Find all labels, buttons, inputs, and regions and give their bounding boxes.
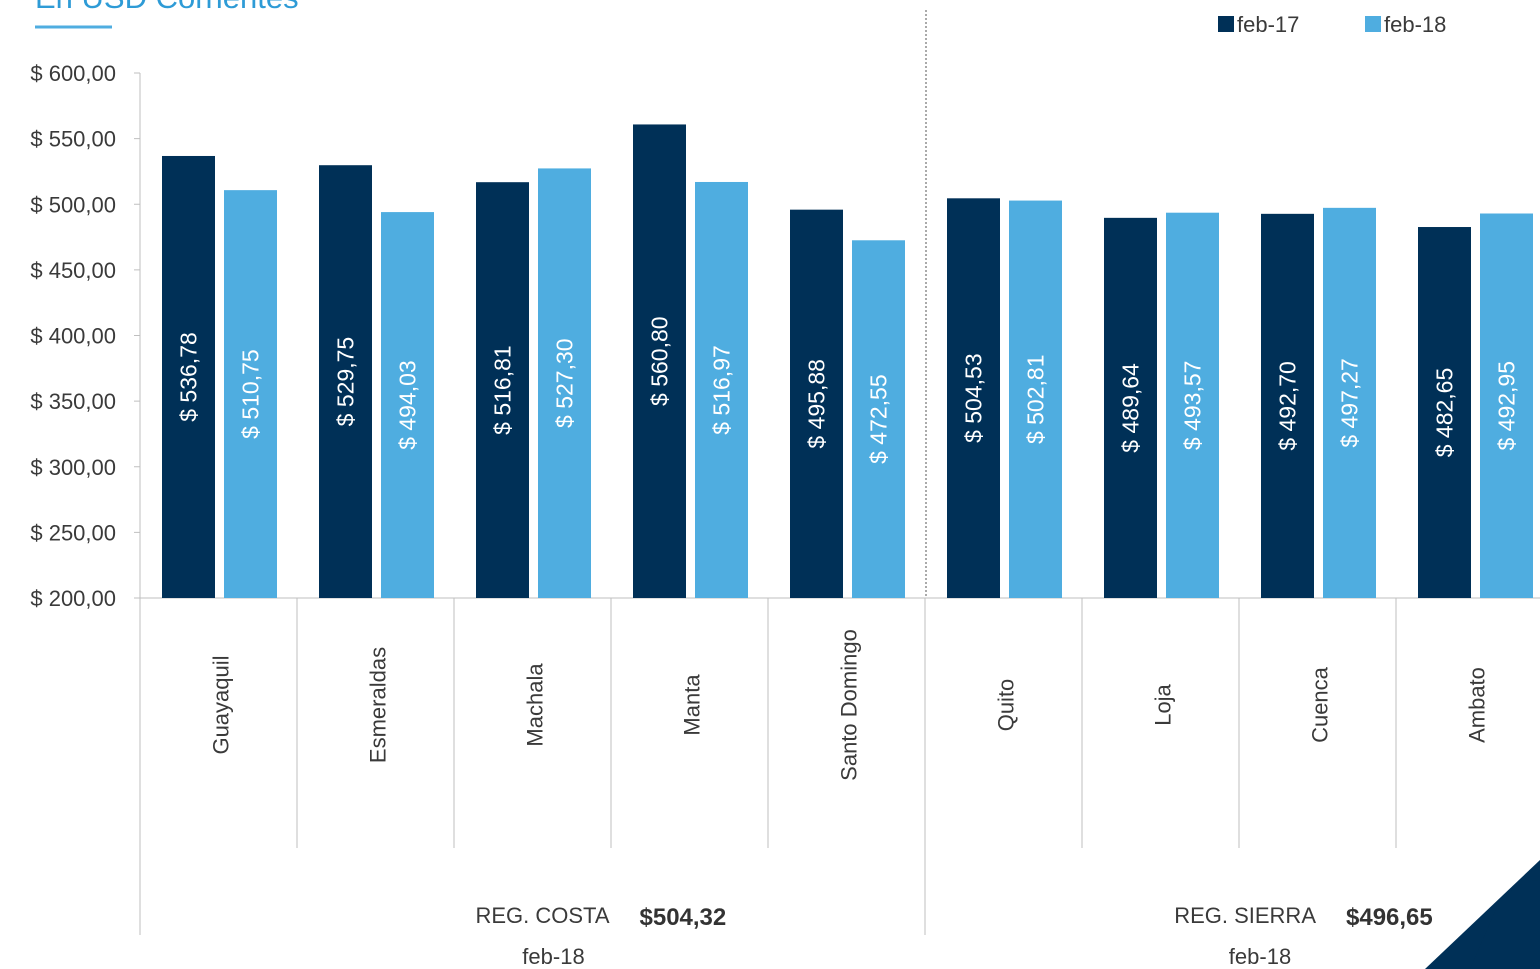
value-label: $ 529,75 (333, 337, 359, 427)
bar (1418, 227, 1471, 598)
value-label: $ 502,81 (1023, 355, 1049, 445)
x-tick-label: Manta (680, 674, 705, 736)
x-tick-label: Quito (994, 679, 1019, 732)
value-label: $ 494,03 (395, 360, 421, 450)
bar (695, 181, 748, 598)
y-tick-label: $ 400,00 (30, 324, 116, 349)
x-tick-label: Loja (1151, 683, 1176, 725)
bar (852, 240, 905, 598)
y-tick-label: $ 200,00 (30, 586, 116, 611)
bar (476, 182, 529, 598)
y-tick-label: $ 350,00 (30, 389, 116, 414)
x-tick-label: Cuenca (1308, 666, 1333, 743)
legend-swatch (1218, 16, 1234, 32)
group-label: REG. SIERRA (1174, 903, 1316, 928)
bar (633, 124, 686, 598)
y-tick-label: $ 500,00 (30, 192, 116, 217)
x-tick-label: Esmeraldas (366, 647, 391, 763)
legend-swatch (1365, 16, 1381, 32)
x-tick-label: Ambato (1465, 667, 1490, 743)
x-tick-label: Machala (523, 663, 548, 747)
y-tick-label: $ 450,00 (30, 258, 116, 283)
value-label: $ 516,97 (709, 345, 735, 435)
bar (1480, 213, 1533, 599)
value-label: $ 510,75 (238, 349, 264, 439)
x-tick-label: Guayaquil (209, 655, 234, 754)
y-tick-label: $ 550,00 (30, 127, 116, 152)
chart-subtitle: En USD Corrientes (35, 0, 299, 15)
bar (381, 212, 434, 598)
y-tick-label: $ 250,00 (30, 520, 116, 545)
value-label: $ 493,57 (1180, 361, 1206, 451)
legend-label: feb-17 (1237, 12, 1299, 37)
bar (790, 209, 843, 598)
bar (1166, 212, 1219, 598)
group-period: feb-18 (522, 944, 584, 969)
bar (162, 155, 215, 598)
group-period: feb-18 (1229, 944, 1291, 969)
value-label: $ 492,95 (1494, 361, 1520, 451)
bar (1261, 213, 1314, 599)
value-label: $ 472,55 (866, 374, 892, 464)
value-label: $ 516,81 (490, 345, 516, 435)
value-label: $ 536,78 (176, 332, 202, 422)
bar (1104, 217, 1157, 598)
value-label: $ 482,65 (1432, 368, 1458, 458)
value-label: $ 560,80 (647, 316, 673, 406)
x-tick-label: Santo Domingo (837, 629, 862, 781)
y-tick-label: $ 300,00 (30, 455, 116, 480)
value-label: $ 504,53 (961, 353, 987, 443)
bar (538, 168, 591, 598)
bar (1009, 200, 1062, 598)
legend-label: feb-18 (1384, 12, 1446, 37)
bar (319, 165, 372, 598)
bar (1323, 207, 1376, 598)
group-value: $496,65 (1346, 904, 1433, 931)
group-label: REG. COSTA (475, 903, 609, 928)
value-label: $ 489,64 (1118, 363, 1144, 453)
bar (224, 190, 277, 598)
value-label: $ 495,88 (804, 359, 830, 449)
corner-decoration (1470, 880, 1540, 969)
value-label: $ 497,27 (1337, 358, 1363, 448)
value-label: $ 492,70 (1275, 361, 1301, 451)
value-label: $ 527,30 (552, 338, 578, 428)
group-value: $504,32 (640, 904, 727, 931)
bar (947, 198, 1000, 598)
y-tick-label: $ 600,00 (30, 61, 116, 86)
